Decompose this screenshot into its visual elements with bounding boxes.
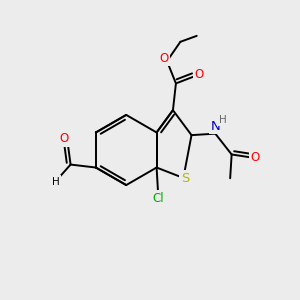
Text: O: O (250, 151, 260, 164)
Text: O: O (59, 132, 69, 145)
Text: Cl: Cl (153, 192, 164, 205)
Text: O: O (159, 52, 169, 65)
Text: O: O (194, 68, 203, 81)
Text: N: N (211, 120, 221, 133)
Text: H: H (52, 176, 60, 187)
Text: H: H (219, 115, 227, 125)
Text: S: S (181, 172, 189, 185)
